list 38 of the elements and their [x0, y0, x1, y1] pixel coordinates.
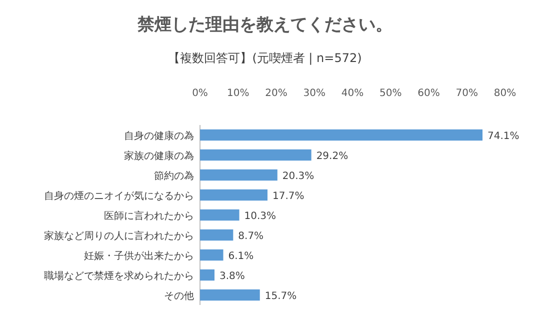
x-tick-label: 40%	[341, 88, 364, 99]
data-label: 10.3%	[244, 211, 276, 222]
bar	[200, 169, 278, 181]
x-tick-label: 0%	[192, 88, 208, 99]
data-label: 74.1%	[488, 131, 520, 142]
y-tick-label: 家族の健康の為	[124, 150, 194, 162]
bar	[200, 149, 312, 161]
x-tick-label: 60%	[418, 88, 440, 99]
y-tick-label: 職場などで禁煙を求められたから	[44, 270, 194, 282]
bar	[200, 269, 214, 281]
data-label: 29.2%	[316, 151, 348, 162]
bar	[200, 289, 260, 301]
bar	[200, 249, 224, 261]
y-tick-label: 自身の煙のニオイが気になるから	[44, 190, 194, 202]
y-tick-label: 節約の為	[154, 170, 194, 182]
data-label: 20.3%	[282, 171, 314, 182]
data-label: 15.7%	[264, 291, 297, 302]
bar	[200, 229, 234, 241]
chart-subtitle: 【複数回答可】(元喫煙者 | n=572)	[168, 51, 362, 65]
bar	[200, 129, 483, 141]
bar	[200, 189, 268, 201]
x-tick-label: 70%	[456, 88, 478, 99]
y-tick-label: 妊娠・子供が出来たから	[84, 250, 194, 262]
x-tick-label: 10%	[227, 88, 250, 99]
y-tick-label: 自身の健康の為	[124, 130, 194, 142]
x-tick-label: 80%	[494, 88, 516, 99]
data-label: 17.7%	[272, 191, 304, 202]
y-tick-label: 医師に言われたから	[104, 210, 194, 222]
y-tick-label: その他	[164, 290, 194, 302]
data-label: 8.7%	[238, 231, 264, 242]
x-tick-label: 30%	[303, 88, 326, 99]
y-tick-label: 家族など周りの人に言われたから	[44, 230, 194, 242]
bar	[200, 209, 240, 221]
x-tick-label: 50%	[380, 88, 402, 99]
data-label: 6.1%	[228, 251, 254, 262]
chart-title: 禁煙した理由を教えてください。	[136, 15, 392, 35]
x-tick-label: 20%	[265, 88, 288, 99]
data-label: 3.8%	[219, 271, 245, 282]
